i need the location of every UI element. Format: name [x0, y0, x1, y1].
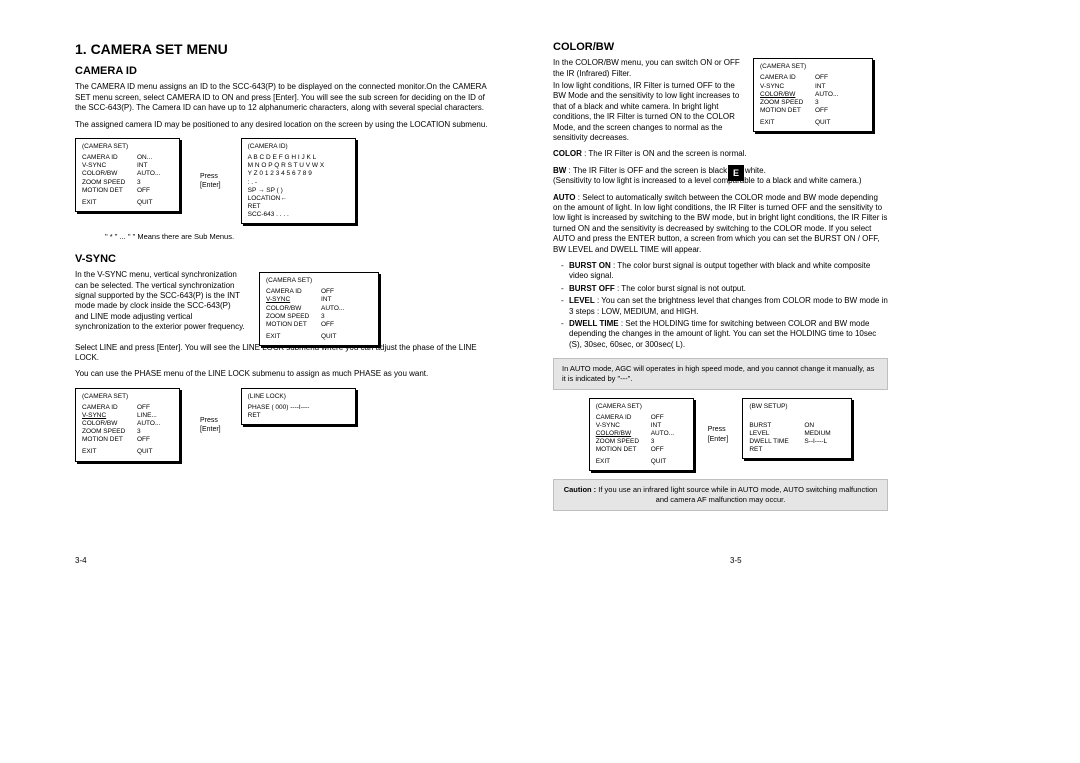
right-page: COLOR/BW In the COLOR/BW menu, you can s… — [553, 40, 888, 519]
camera-id-p2: The assigned camera ID may be positioned… — [75, 120, 495, 130]
press-enter-3: Press [Enter] — [708, 425, 729, 443]
vsync-menu: (CAMERA SET) CAMERA IDOFF V-SYNCINT COLO… — [259, 272, 379, 346]
submenu-note: " * " ... " " Means there are Sub Menus. — [105, 232, 495, 242]
vsync-menus: (CAMERA SET) CAMERA IDOFF V-SYNCLINE... … — [75, 388, 495, 462]
note-caution: Caution : If you use an infrared light s… — [553, 479, 888, 511]
camera-id-submenu: (CAMERA ID) A B C D E F G H I J K L M N … — [241, 138, 356, 224]
camera-id-p1: The CAMERA ID menu assigns an ID to the … — [75, 82, 495, 113]
vsync-heading: V-SYNC — [75, 252, 495, 266]
bw-sub: (Sensitivity to low light is increased t… — [553, 176, 888, 186]
color-def: COLOR : The IR Filter is ON and the scre… — [553, 149, 888, 159]
line-lock-menu: (LINE LOCK) PHASE ( 000) ----I---- RET — [241, 388, 356, 425]
vsync-p1: In the V-SYNC menu, vertical synchroniza… — [75, 270, 245, 332]
bw-setup-menu: (BW SETUP) BURSTON LEVELMEDIUM DWELL TIM… — [742, 398, 852, 460]
colorbw-p1: In the COLOR/BW menu, you can switch ON … — [553, 58, 743, 79]
vsync-p3: You can use the PHASE menu of the LINE L… — [75, 369, 495, 379]
press-enter: Press [Enter] — [200, 172, 221, 190]
camera-set-menu-1: (CAMERA SET) CAMERA IDON... V-SYNCINT CO… — [75, 138, 180, 212]
camera-id-heading: CAMERA ID — [75, 64, 495, 78]
bullet-list: -BURST ON : The color burst signal is ou… — [561, 261, 888, 350]
main-title: 1. CAMERA SET MENU — [75, 40, 495, 58]
colorbw-p2: In low light conditions, IR Filter is tu… — [553, 81, 743, 143]
camera-set-menu-line: (CAMERA SET) CAMERA IDOFF V-SYNCLINE... … — [75, 388, 180, 462]
camera-id-menus: (CAMERA SET) CAMERA IDON... V-SYNCINT CO… — [75, 138, 495, 224]
auto-def: AUTO : Select to automatically switch be… — [553, 193, 888, 255]
press-enter-2: Press [Enter] — [200, 416, 221, 434]
bw-def: BW : The IR Filter is OFF and the screen… — [553, 166, 888, 176]
page-number-right: 3-5 — [730, 556, 742, 565]
note-agc: In AUTO mode, AGC will operates in high … — [553, 358, 888, 390]
camera-set-menu-mid: (CAMERA SET) CAMERA IDOFF V-SYNCINT COLO… — [589, 398, 694, 472]
vsync-wrap: In the V-SYNC menu, vertical synchroniza… — [75, 270, 495, 332]
camera-set-menu-right: (CAMERA SET) CAMERA IDOFF V-SYNCINT COLO… — [753, 58, 873, 132]
left-page: 1. CAMERA SET MENU CAMERA ID The CAMERA … — [75, 40, 495, 470]
colorbw-menus: (CAMERA SET) CAMERA IDOFF V-SYNCINT COLO… — [553, 398, 888, 472]
section-tab-e: E — [728, 165, 744, 181]
colorbw-heading: COLOR/BW — [553, 40, 888, 54]
page-number-left: 3-4 — [75, 556, 87, 565]
colorbw-top: In the COLOR/BW menu, you can switch ON … — [553, 58, 888, 143]
